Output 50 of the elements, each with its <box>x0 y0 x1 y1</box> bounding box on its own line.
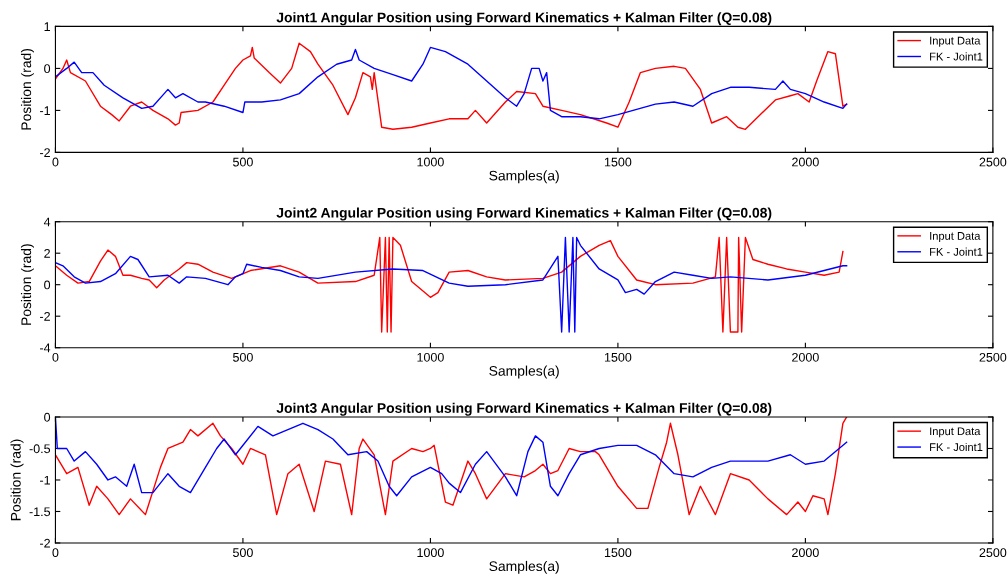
x-tick-label: 1000 <box>417 352 444 362</box>
y-tick-label: -1 <box>40 106 50 115</box>
x-tick-label: 2500 <box>979 157 1007 167</box>
x-tick-label: 500 <box>233 548 253 558</box>
y-tick-label: -2 <box>40 311 50 321</box>
y-axis-title: Position (rad) <box>10 439 24 521</box>
legend-label: FK - Joint1 <box>930 52 983 61</box>
legend-label: Input Data <box>930 427 981 438</box>
x-tick-label: 500 <box>233 352 253 362</box>
legend-label: Input Data <box>930 36 981 47</box>
line-series <box>55 42 848 131</box>
x-tick-label: 0 <box>52 157 59 167</box>
y-tick-label: -2 <box>40 538 50 548</box>
x-tick-label: 2000 <box>792 157 819 167</box>
y-tick-label: 1 <box>44 22 50 31</box>
legend-label: FK - Joint1 <box>930 247 983 256</box>
line-series <box>55 416 848 516</box>
legend-label: Input Data <box>930 232 981 243</box>
y-tick-label: -0.5 <box>29 444 51 454</box>
line-series <box>55 46 848 120</box>
y-tick-label: -2 <box>40 148 50 157</box>
x-tick-label: 2500 <box>979 548 1007 558</box>
y-tick-label: -1.5 <box>29 507 51 517</box>
x-tick-label: 0 <box>52 352 59 362</box>
x-axis-title: Samples(a) <box>489 365 559 379</box>
x-tick-label: 2000 <box>792 548 819 558</box>
y-axis-title: Position (rad) <box>20 48 34 130</box>
x-axis-title: Samples(a) <box>489 170 559 184</box>
chart-title: Joint3 Angular Position using Forward Kinematics + Kalman Filter (Q=0.08) <box>276 402 772 416</box>
y-tick-label: 0 <box>44 412 51 422</box>
x-tick-label: 2500 <box>979 352 1007 362</box>
legend-label: FK - Joint1 <box>930 442 983 452</box>
chart-title: Joint1 Angular Position using Forward Kinematics + Kalman Filter (Q=0.08) <box>276 12 772 26</box>
x-tick-label: 2000 <box>792 352 819 362</box>
y-tick-label: 0 <box>44 64 51 74</box>
x-tick-label: 0 <box>52 548 59 558</box>
y-tick-label: -4 <box>40 343 51 353</box>
chart-title: Joint2 Angular Position using Forward Kinematics + Kalman Filter (Q=0.08) <box>276 207 772 221</box>
x-tick-label: 1000 <box>417 157 444 167</box>
x-tick-label: 500 <box>233 157 253 167</box>
y-axis-title: Position (rad) <box>20 244 34 325</box>
y-tick-label: -1 <box>40 475 50 485</box>
x-tick-label: 1000 <box>417 548 444 558</box>
y-tick-label: 2 <box>44 249 50 258</box>
y-tick-label: 0 <box>44 280 51 290</box>
x-tick-label: 1500 <box>604 157 632 167</box>
x-tick-label: 1500 <box>604 548 632 558</box>
x-tick-label: 1500 <box>604 352 632 362</box>
x-axis-title: Samples(a) <box>489 560 559 574</box>
y-tick-label: 4 <box>43 217 51 227</box>
